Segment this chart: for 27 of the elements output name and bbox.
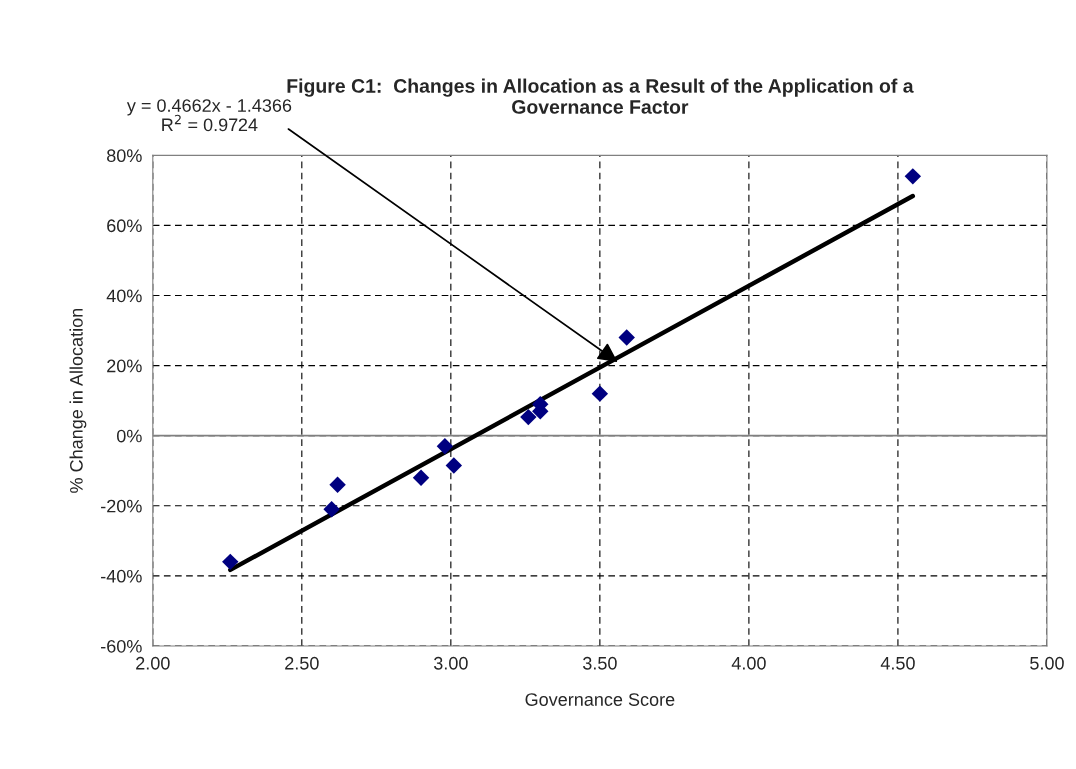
x-tick-label: 3.50 (582, 656, 617, 670)
point (329, 476, 346, 493)
y-axis-title: % Change in Allocation (69, 308, 87, 493)
point (904, 168, 922, 185)
y-tick-label: 60% (107, 219, 142, 233)
x-tick-label: 2.00 (136, 656, 170, 670)
x-axis-title: Governance Score (525, 693, 675, 706)
point (520, 408, 537, 426)
point (445, 457, 463, 474)
x-tick-label: 5.00 (1030, 656, 1064, 670)
point (412, 469, 430, 486)
point (222, 553, 239, 571)
y-tick-label: 40% (106, 289, 142, 303)
y-tick-label: -60% (101, 639, 142, 653)
x-tick-label: 3.00 (433, 656, 468, 670)
x-tick-label: 4.50 (880, 656, 915, 670)
y-tick-label: 80% (107, 149, 142, 163)
y-tick-label: -20% (101, 499, 142, 513)
x-tick-label: 2.50 (285, 656, 319, 670)
point (591, 385, 609, 402)
y-tick-label: 0% (116, 429, 142, 443)
point (618, 329, 635, 346)
point (436, 437, 454, 455)
point (323, 501, 340, 518)
y-tick-label: 20% (107, 359, 142, 373)
x-tick-label: 4.00 (731, 656, 766, 670)
y-tick-label: -40% (101, 569, 142, 583)
